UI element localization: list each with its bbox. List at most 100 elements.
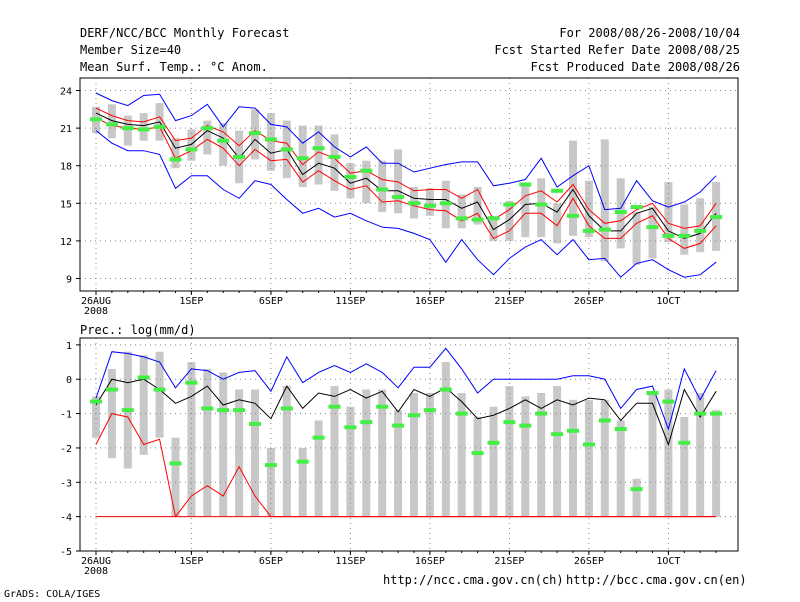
temp-observed-mark — [296, 156, 309, 161]
chart-title: DERF/NCC/BCC Monthly Forecast — [80, 26, 290, 40]
prec-range-box — [362, 389, 371, 517]
temp-observed-mark — [487, 216, 500, 221]
prec-observed-mark — [567, 428, 579, 433]
temp-range-box — [266, 113, 275, 171]
prec-observed-mark — [312, 435, 325, 440]
temp-range-box — [632, 212, 641, 265]
prec-observed-mark — [519, 423, 532, 428]
ncc-url-link[interactable]: http://ncc.cma.gov.cn(ch) — [383, 573, 564, 587]
temp-lower-spread-line — [95, 117, 717, 249]
temp-observed-mark — [121, 126, 134, 131]
temp-observed-mark — [519, 182, 532, 187]
prec-observed-mark — [153, 387, 166, 392]
prec-range-box — [569, 399, 577, 517]
prec-range-box — [171, 437, 180, 517]
temp-frame — [79, 77, 739, 292]
prec-observed-mark — [598, 418, 611, 423]
prec-observed-mark — [360, 420, 373, 425]
temp-range-box — [203, 120, 212, 155]
temp-observed-mark — [535, 202, 548, 207]
temp-range-box — [553, 203, 562, 244]
temp-y-tick-label: 18 — [60, 162, 72, 173]
temp-observed-mark — [169, 157, 182, 162]
prec-range-box — [155, 351, 164, 438]
prec-observed-mark — [201, 406, 214, 411]
prec-observed-mark — [217, 408, 230, 413]
prec-observed-mark — [376, 404, 389, 409]
temp-range-box — [171, 138, 180, 169]
prec-y-tick-label: -4 — [60, 513, 72, 524]
temp-observed-mark — [471, 217, 484, 222]
prec-x-tick-label: 6SEP — [259, 556, 283, 567]
prec-observed-mark — [551, 432, 564, 437]
prec-range-box — [521, 396, 530, 517]
temp-observed-mark — [630, 205, 643, 210]
temp-range-box — [569, 140, 577, 236]
temp-observed-mark — [312, 146, 325, 151]
temp-x-tick-label: 11SEP — [335, 296, 365, 307]
temp-range-box — [346, 163, 355, 199]
temp-y-tick-label: 21 — [60, 124, 72, 135]
member-size: Member Size=40 — [80, 43, 182, 57]
forecast-produced-date: Fcst Produced Date 2008/08/26 — [530, 60, 740, 74]
temp-y-tick-label: 24 — [60, 87, 72, 98]
prec-y-tick-label: -1 — [60, 410, 72, 421]
temp-observed-mark — [344, 174, 357, 179]
temp-observed-mark — [233, 154, 246, 159]
prec-x-tick-label: 1OCT — [656, 556, 680, 567]
prec-range-box — [314, 420, 323, 517]
prec-range-box — [680, 417, 689, 517]
prec-y-tick-label: 1 — [66, 341, 72, 352]
temp-range-box — [139, 113, 148, 141]
temp-observed-mark — [153, 124, 166, 129]
temp-observed-mark — [360, 168, 373, 173]
prec-range-box — [282, 386, 291, 517]
temp-x-tick-label: 21SEP — [494, 296, 524, 307]
prec-range-box — [553, 386, 562, 517]
bcc-url-link[interactable]: http://bcc.cma.gov.cn(en) — [566, 573, 747, 587]
prec-observed-mark — [264, 463, 277, 468]
prec-observed-mark — [503, 420, 516, 425]
prec-observed-mark — [694, 411, 707, 416]
temp-x-tick-label: 26AUG — [81, 296, 111, 307]
prec-observed-mark — [328, 404, 341, 409]
temp-observed-mark — [423, 203, 436, 208]
temp-ensemble-min-line — [95, 130, 717, 278]
temp-observed-mark — [376, 187, 389, 192]
prec-range-box — [298, 447, 307, 517]
prec-observed-mark — [630, 487, 643, 492]
temp-range-box — [123, 115, 132, 146]
temp-observed-mark — [105, 122, 118, 127]
temp-x-tick-label: 26SEP — [574, 296, 604, 307]
temp-y-tick-label: 9 — [66, 274, 72, 285]
temp-observed-mark — [249, 131, 261, 136]
prec-observed-mark — [90, 399, 102, 404]
temp-ensemble-max-line — [95, 92, 717, 211]
temp-observed-mark — [264, 137, 277, 142]
temp-range-box — [473, 187, 482, 225]
temp-x-tick-label: 1SEP — [179, 296, 203, 307]
prec-observed-mark — [535, 411, 548, 416]
prec-observed-mark — [169, 461, 182, 466]
prec-frame — [79, 337, 739, 552]
temp-observed-mark — [455, 216, 468, 221]
temp-year-label: 2008 — [84, 306, 108, 317]
temp-range-box — [489, 215, 498, 241]
prec-x-tick-label: 1SEP — [179, 556, 203, 567]
prec-y-tick-label: 0 — [66, 375, 72, 386]
temp-range-box — [314, 125, 323, 185]
prec-range-box — [600, 399, 609, 517]
prec-range-box — [537, 392, 546, 517]
temp-range-box — [664, 181, 673, 243]
prec-range-box — [505, 386, 514, 517]
prec-observed-mark — [105, 387, 118, 392]
temp-observed-mark — [710, 215, 723, 220]
temp-observed-mark — [439, 201, 452, 206]
prec-observed-mark — [408, 413, 420, 418]
prec-range-box — [346, 406, 355, 517]
prec-observed-mark — [455, 411, 468, 416]
prec-range-box — [235, 389, 244, 517]
temp-observed-mark — [678, 233, 691, 238]
temperature-panel: 9 12 15 18 21 24 26AUG 1SEP 6SEP 11SEP 16SEP 21SEP 2… — [60, 77, 739, 317]
prec-range-box — [219, 372, 228, 517]
